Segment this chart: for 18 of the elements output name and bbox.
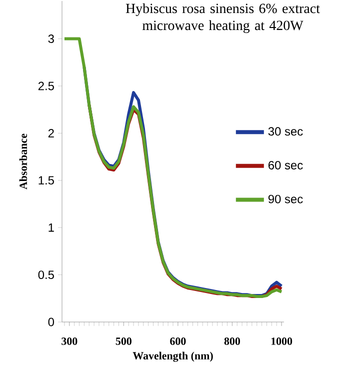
y-tick-label: 2: [48, 129, 54, 138]
y-tick-label: 0: [48, 318, 54, 326]
text: Hybiscus rosa sinensis 6% extract microwave heating at 420W: [126, 3, 320, 33]
x-tick-label: 1000: [271, 338, 292, 345]
y-tick-label: 2.5: [38, 82, 54, 90]
x-tick-label: 300: [62, 338, 78, 345]
legend-label: 60 sec: [268, 160, 303, 170]
x-tick-label: 600: [170, 338, 186, 345]
x-tick-label: 800: [224, 338, 240, 345]
legend-label: 90 sec: [268, 194, 303, 204]
y-tick-label: 1: [48, 223, 54, 232]
y-tick-label: 3: [48, 34, 54, 43]
y-tick-label: 0.5: [38, 270, 54, 280]
y-tick-label: 1.5: [38, 176, 54, 185]
x-axis-title: Wavelength (nm): [132, 352, 213, 362]
y-axis-title: Absorbance: [19, 134, 28, 190]
x-tick-label: 500: [116, 338, 132, 345]
legend-label: 30 sec: [268, 127, 303, 136]
